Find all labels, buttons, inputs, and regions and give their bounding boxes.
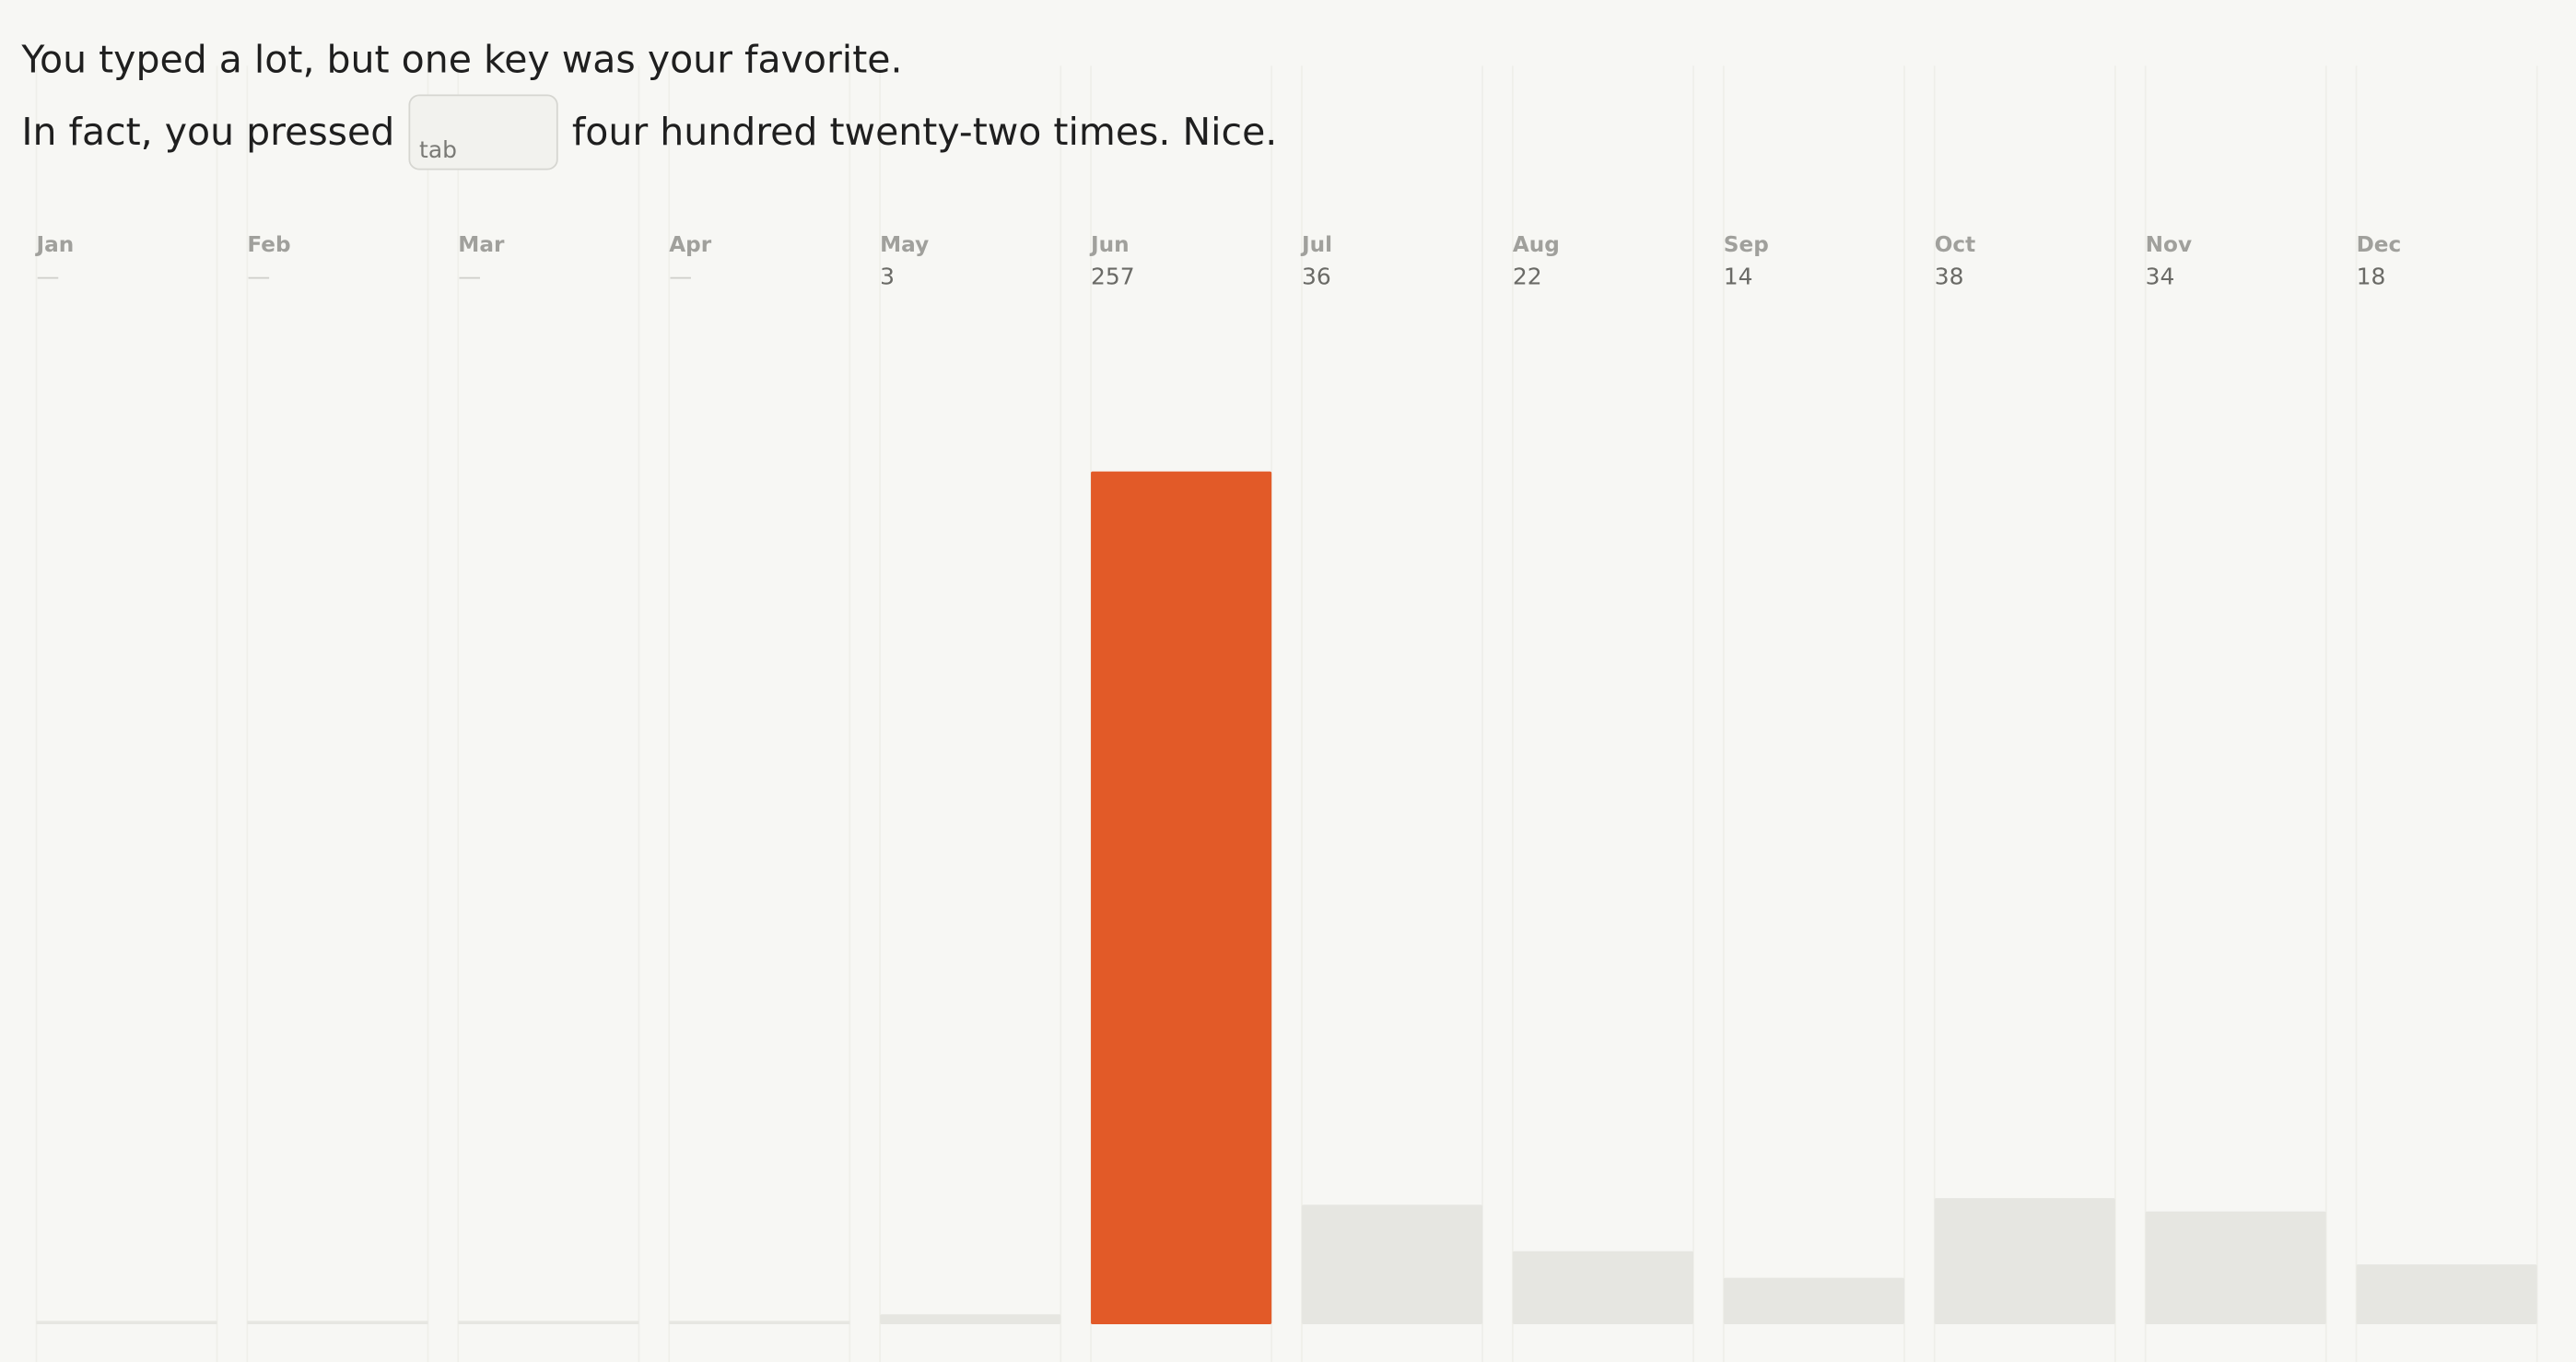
month-label: May <box>880 232 929 257</box>
empty-baseline <box>247 1321 428 1324</box>
bar <box>1091 471 1272 1324</box>
month-label: Apr <box>669 232 711 257</box>
sentence-end: four hundred twenty-two times. Nice. <box>572 110 1277 154</box>
bar <box>1723 1277 1904 1324</box>
key-label: tab <box>419 136 457 163</box>
columns: Jan — Feb — Mar — Apr — May 3 Jun 257 Jul 36 Aug 22 Sep 1… <box>34 65 2538 1362</box>
value-label: — <box>247 263 270 289</box>
month-label: Jun <box>1089 232 1130 257</box>
bar <box>1934 1198 2115 1324</box>
bar <box>880 1314 1061 1324</box>
value-label: — <box>669 263 692 289</box>
value-label: 18 <box>2357 263 2386 289</box>
value-label: 3 <box>880 263 895 289</box>
bar <box>2356 1264 2537 1324</box>
month-label: Mar <box>458 232 505 257</box>
month-label: Aug <box>1513 232 1560 257</box>
value-label: 34 <box>2146 263 2175 289</box>
month-label: Oct <box>1935 232 1975 257</box>
headline: You typed a lot, but one key was your fa… <box>20 37 902 81</box>
value-label: 36 <box>1302 263 1331 289</box>
key-cap <box>408 94 558 170</box>
month-label: Feb <box>247 232 290 257</box>
bar <box>1512 1250 1694 1324</box>
value-label: 14 <box>1724 263 1753 289</box>
month-label: Jul <box>1300 232 1332 257</box>
value-label: — <box>458 263 481 289</box>
value-label: 22 <box>1513 263 1542 289</box>
value-label: — <box>36 263 59 289</box>
sentence-start: In fact, you pressed <box>21 110 394 154</box>
bar <box>1301 1204 1483 1324</box>
value-label: 38 <box>1935 263 1964 289</box>
month-label: Jan <box>34 232 74 257</box>
empty-baseline <box>36 1321 217 1324</box>
value-label: 257 <box>1091 263 1135 289</box>
bar <box>2145 1211 2326 1324</box>
month-label: Sep <box>1724 232 1769 257</box>
empty-baseline <box>669 1321 850 1324</box>
month-label: Nov <box>2146 232 2192 257</box>
empty-baseline <box>458 1321 639 1324</box>
month-label: Dec <box>2357 232 2402 257</box>
